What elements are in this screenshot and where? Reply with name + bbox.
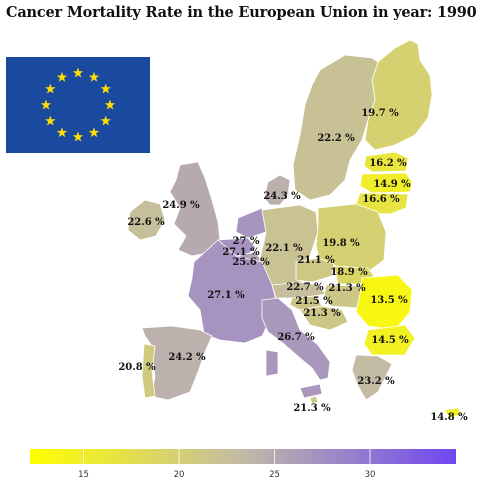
- region-label-slovenia: 21.5 %: [295, 296, 333, 307]
- region-label-slovakia: 18.9 %: [330, 267, 368, 278]
- region-label-sweden: 22.2 %: [317, 133, 355, 144]
- region-label-bulgaria: 14.5 %: [371, 335, 409, 346]
- color-legend: 15 20 25 30: [30, 449, 456, 480]
- region-label-malta: 21.3 %: [293, 403, 331, 414]
- region-label-poland: 19.8 %: [322, 238, 360, 249]
- region-label-luxembourg: 25.6 %: [232, 257, 270, 268]
- region-label-netherlands: 27 %: [233, 236, 260, 247]
- region-label-finland: 19.7 %: [361, 108, 399, 119]
- region-label-ireland: 22.6 %: [127, 217, 165, 228]
- region-label-germany: 22.1 %: [265, 243, 303, 254]
- region-label-estonia: 16.2 %: [369, 158, 407, 169]
- region-label-greece: 23.2 %: [357, 376, 395, 387]
- region-label-uk: 24.9 %: [162, 200, 200, 211]
- legend-tick-label: 15: [78, 470, 89, 480]
- region-label-latvia: 14.9 %: [373, 179, 411, 190]
- region-label-portugal: 20.8 %: [118, 362, 156, 373]
- region-label-italy: 26.7 %: [277, 332, 315, 343]
- legend-tick-label: 30: [365, 470, 376, 480]
- region-label-czechia: 21.1 %: [297, 255, 335, 266]
- region-label-spain: 24.2 %: [168, 352, 206, 363]
- region-label-austria: 22.7 %: [286, 282, 324, 293]
- region-label-lithuania: 16.6 %: [362, 194, 400, 205]
- region-label-denmark: 24.3 %: [263, 191, 301, 202]
- region-label-croatia: 21.3 %: [303, 308, 341, 319]
- legend-tick-label: 20: [174, 470, 185, 480]
- legend-tick-label: 25: [269, 470, 280, 480]
- eu-flag: [6, 57, 150, 153]
- region-netherlands: [236, 208, 266, 238]
- region-label-hungary: 21.3 %: [328, 283, 366, 294]
- region-label-cyprus: 14.8 %: [430, 412, 468, 423]
- region-label-france: 27.1 %: [207, 290, 245, 301]
- region-label-romania: 13.5 %: [370, 295, 408, 306]
- colorbar: [30, 449, 456, 464]
- region-finland: [365, 40, 432, 150]
